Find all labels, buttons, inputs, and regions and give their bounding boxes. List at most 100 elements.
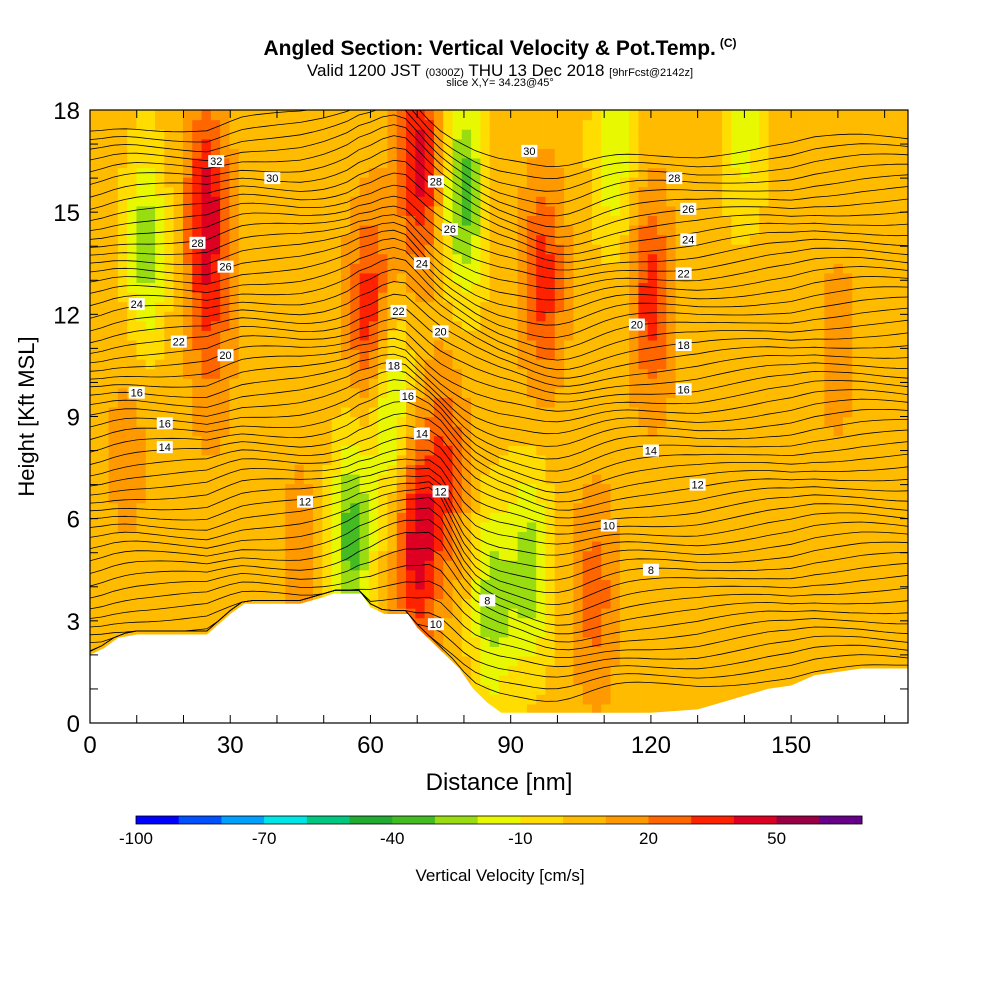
vv-cell <box>740 349 751 360</box>
vv-cell <box>657 397 667 408</box>
vv-cell <box>238 301 249 312</box>
vv-cell <box>480 244 491 255</box>
vv-cell <box>768 291 779 303</box>
vv-cell <box>647 426 658 437</box>
vv-cell <box>201 541 212 552</box>
vv-cell <box>108 167 119 178</box>
vv-cell <box>471 119 482 130</box>
vv-cell <box>526 263 537 274</box>
vv-cell <box>257 588 268 600</box>
vv-cell <box>722 339 732 351</box>
vv-cell <box>117 502 128 513</box>
vv-cell <box>666 579 677 590</box>
vv-cell <box>545 493 556 504</box>
vv-cell <box>777 282 788 293</box>
vv-cell <box>415 349 426 360</box>
vv-cell <box>322 177 333 188</box>
vv-cell <box>787 435 798 446</box>
vv-cell <box>173 205 184 216</box>
vv-cell <box>731 502 742 513</box>
vv-cell <box>145 512 156 523</box>
vv-cell <box>201 464 212 475</box>
vv-cell <box>731 138 742 149</box>
vv-cell <box>796 493 807 504</box>
vv-cell <box>340 157 351 169</box>
vv-cell <box>396 569 407 580</box>
vv-cell <box>712 224 723 236</box>
vv-cell <box>759 205 770 216</box>
vv-cell <box>610 588 621 600</box>
vv-cell <box>499 282 509 293</box>
vv-cell <box>526 253 537 264</box>
vv-cell <box>136 588 147 600</box>
vv-cell <box>591 110 602 121</box>
vv-cell <box>136 541 147 552</box>
vv-cell <box>740 560 751 571</box>
vv-cell <box>164 138 175 149</box>
vv-cell <box>703 320 714 331</box>
vv-cell <box>526 531 537 542</box>
vv-cell <box>740 684 751 695</box>
vv-cell <box>461 177 472 188</box>
vv-cell <box>703 627 714 638</box>
vv-cell <box>712 473 723 485</box>
vv-cell <box>340 291 351 303</box>
vv-cell <box>675 703 686 715</box>
vv-cell <box>275 282 286 293</box>
vv-cell <box>415 359 426 370</box>
vv-cell <box>731 263 742 274</box>
vv-cell <box>666 397 677 408</box>
vv-cell <box>694 550 705 561</box>
vv-cell <box>443 608 454 619</box>
vv-cell <box>127 349 138 360</box>
vv-cell <box>248 483 258 494</box>
vv-cell <box>229 186 240 197</box>
vv-cell <box>712 550 723 561</box>
vv-cell <box>545 473 556 485</box>
vv-cell <box>787 378 798 389</box>
vv-cell <box>155 301 165 312</box>
vv-cell <box>787 244 798 255</box>
vv-cell <box>759 521 770 533</box>
vv-cell <box>99 148 110 159</box>
vv-cell <box>722 493 732 504</box>
vv-cell <box>350 560 361 571</box>
vv-cell <box>248 521 258 533</box>
vv-cell <box>545 359 556 370</box>
vv-cell <box>415 406 426 418</box>
vv-cell <box>489 550 500 561</box>
vv-cell <box>424 186 435 197</box>
vv-cell <box>192 397 203 408</box>
vv-cell <box>424 196 435 207</box>
vv-cell <box>499 138 509 149</box>
vv-cell <box>415 473 426 485</box>
vv-cell <box>731 493 742 504</box>
vv-cell <box>452 272 463 284</box>
vv-cell <box>387 291 398 303</box>
vv-cell <box>303 588 314 600</box>
vv-cell <box>313 320 323 331</box>
vv-cell <box>536 186 547 197</box>
vv-cell <box>145 426 156 437</box>
vv-cell <box>452 426 463 437</box>
vv-cell <box>433 234 444 245</box>
vv-cell <box>108 502 119 513</box>
vv-cell <box>368 244 379 255</box>
vv-cell <box>768 579 779 590</box>
vv-cell <box>145 291 156 303</box>
vv-cell <box>740 675 751 686</box>
vv-cell <box>378 272 389 284</box>
vv-cell <box>340 253 351 264</box>
vv-cell <box>192 445 203 456</box>
vv-cell <box>340 560 351 571</box>
vv-cell <box>489 502 500 513</box>
vv-cell <box>340 301 351 312</box>
valid-time-utc: (0300Z) <box>425 67 464 79</box>
vv-cell <box>508 464 519 475</box>
vv-cell <box>777 244 788 255</box>
vv-cell <box>619 129 630 140</box>
vv-cell <box>164 454 175 465</box>
vv-cell <box>591 531 602 542</box>
vv-cell <box>796 148 807 159</box>
vv-cell <box>480 291 491 303</box>
